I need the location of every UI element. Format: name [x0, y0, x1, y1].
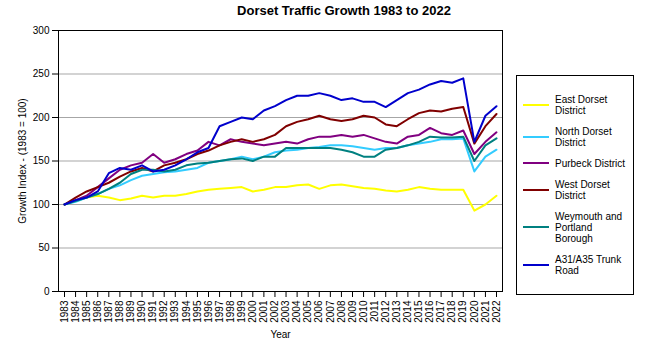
svg-text:2019: 2019 [457, 300, 468, 323]
svg-text:1999: 1999 [236, 300, 247, 323]
svg-text:2012: 2012 [380, 300, 391, 323]
html-text:Purbeck District: Purbeck District [555, 157, 625, 169]
svg-text:1984: 1984 [70, 300, 81, 323]
svg-text:1997: 1997 [214, 300, 225, 323]
svg-text:1998: 1998 [225, 300, 236, 323]
svg-text:1990: 1990 [136, 300, 147, 323]
svg-text:2014: 2014 [402, 300, 413, 323]
svg-text:2005: 2005 [302, 300, 313, 323]
svg-text:200: 200 [33, 112, 50, 123]
svg-text:2010: 2010 [358, 300, 369, 323]
svg-text:50: 50 [38, 242, 50, 253]
svg-text:Growth Index - (1983 = 100): Growth Index - (1983 = 100) [17, 98, 28, 223]
svg-text:1986: 1986 [92, 300, 103, 323]
svg-text:250: 250 [33, 68, 50, 79]
svg-text:2016: 2016 [424, 300, 435, 323]
svg-text:100: 100 [33, 199, 50, 210]
svg-text:1992: 1992 [158, 300, 169, 323]
svg-text:1985: 1985 [81, 300, 92, 323]
html-text:Weymouth and Portland Borough: Weymouth and Portland Borough [555, 210, 623, 244]
svg-text:2013: 2013 [391, 300, 402, 323]
svg-text:2022: 2022 [491, 300, 502, 323]
svg-text:2001: 2001 [258, 300, 269, 323]
svg-text:1988: 1988 [114, 300, 125, 323]
html-text:West Dorset District: West Dorset District [555, 178, 610, 201]
svg-text:2000: 2000 [247, 300, 258, 323]
html-text:A31/A35 Trunk Road: A31/A35 Trunk Road [555, 253, 622, 276]
html-text:Dorset Traffic Growth 1983 to: Dorset Traffic Growth 1983 to 2022 [237, 3, 451, 18]
svg-text:1989: 1989 [125, 300, 136, 323]
svg-text:2021: 2021 [480, 300, 491, 323]
svg-text:1994: 1994 [181, 300, 192, 323]
svg-text:2020: 2020 [469, 300, 480, 323]
html-text:East Dorset District: East Dorset District [555, 93, 608, 116]
svg-text:0: 0 [44, 286, 50, 297]
svg-text:2009: 2009 [347, 300, 358, 323]
svg-text:2011: 2011 [369, 300, 380, 322]
svg-text:2007: 2007 [325, 300, 336, 323]
svg-text:2006: 2006 [313, 300, 324, 323]
html-text:North Dorset District: North Dorset District [555, 125, 612, 148]
svg-text:1995: 1995 [192, 300, 203, 323]
svg-text:2003: 2003 [280, 300, 291, 323]
svg-text:1993: 1993 [169, 300, 180, 323]
svg-text:1996: 1996 [203, 300, 214, 323]
svg-text:2015: 2015 [413, 300, 424, 323]
svg-text:1983: 1983 [59, 300, 70, 323]
svg-text:2004: 2004 [291, 300, 302, 323]
svg-text:Year: Year [270, 329, 291, 340]
svg-text:2008: 2008 [336, 300, 347, 323]
svg-text:2018: 2018 [446, 300, 457, 323]
svg-text:2017: 2017 [435, 300, 446, 323]
svg-text:2002: 2002 [269, 300, 280, 323]
svg-text:1991: 1991 [147, 300, 158, 323]
svg-text:300: 300 [33, 25, 50, 36]
svg-text:150: 150 [33, 155, 50, 166]
svg-text:1987: 1987 [103, 300, 114, 323]
